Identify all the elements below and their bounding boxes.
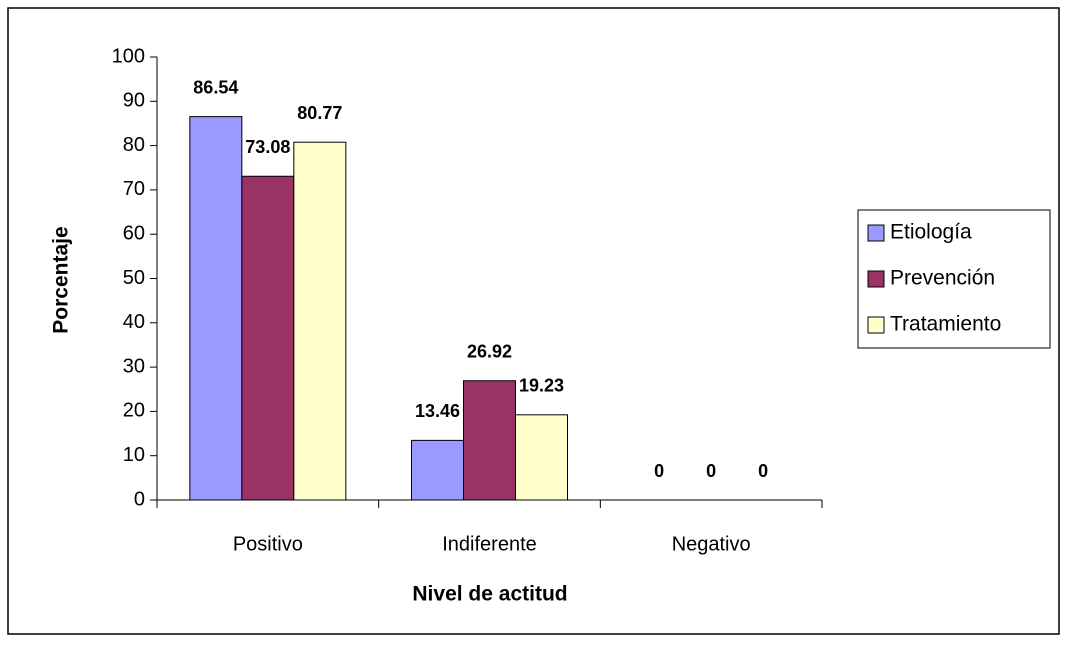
bar — [293, 141, 347, 501]
value-label: 0 — [758, 461, 768, 481]
y-tick-label: 20 — [123, 400, 145, 422]
y-tick-label: 90 — [123, 90, 145, 112]
value-label: 73.08 — [245, 137, 290, 157]
legend-swatch — [867, 316, 885, 334]
value-label: 13.46 — [415, 401, 460, 421]
y-tick-label: 60 — [123, 222, 145, 244]
bar — [515, 414, 568, 501]
x-axis-title: Nivel de actitud — [412, 583, 567, 606]
y-tick-label: 0 — [134, 488, 145, 510]
value-label: 26.92 — [467, 341, 512, 361]
value-label: 86.54 — [193, 77, 238, 97]
bar — [463, 380, 516, 501]
legend-label: Etiología — [890, 221, 972, 244]
value-label: 0 — [654, 461, 664, 481]
y-tick-label: 40 — [123, 311, 145, 333]
legend-label: Tratamiento — [890, 313, 1001, 336]
y-axis-title: Porcentaje — [50, 226, 73, 333]
x-tick-label: Positivo — [233, 533, 303, 555]
value-label: 0 — [706, 461, 716, 481]
x-tick-label: Indiferente — [442, 533, 537, 555]
y-tick-label: 30 — [123, 355, 145, 377]
y-tick-label: 50 — [123, 267, 145, 289]
y-tick-label: 100 — [112, 45, 145, 67]
y-tick-label: 80 — [123, 134, 145, 156]
bar — [241, 175, 295, 501]
y-tick-label: 70 — [123, 178, 145, 200]
value-label: 80.77 — [297, 103, 342, 123]
legend-swatch — [867, 224, 885, 242]
legend-swatch — [867, 270, 885, 288]
x-tick-label: Negativo — [672, 533, 751, 555]
y-tick-label: 10 — [123, 444, 145, 466]
value-label: 19.23 — [519, 376, 564, 396]
bar — [189, 116, 243, 501]
bar — [411, 439, 464, 501]
legend-box — [857, 209, 1051, 349]
legend-label: Prevención — [890, 267, 995, 290]
